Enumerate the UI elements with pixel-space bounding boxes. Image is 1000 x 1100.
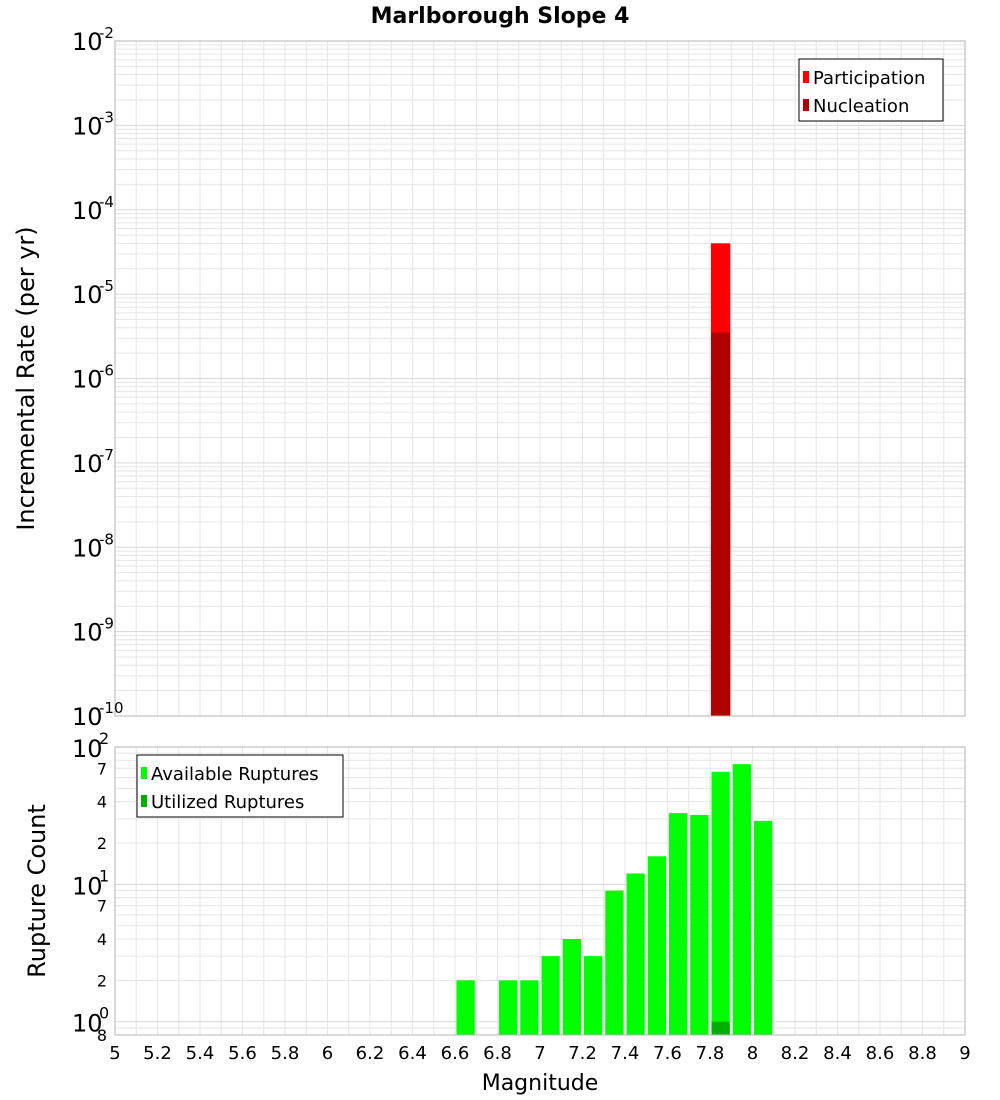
count-y-tick-label: 10 — [72, 872, 103, 900]
x-tick-labels: 5 5.2 5.4 5.6 5.8 6 6.2 6.4 6.6 6.8 7 7.2 7.4 7.6 7.8 8… — [109, 1043, 970, 1064]
rate-y-tick-label: 10 — [72, 197, 103, 225]
rate-y-tick-exponent: -4 — [99, 193, 114, 211]
chart-title: Marlborough Slope 4 — [371, 4, 630, 29]
x-axis-label: Magnitude — [482, 1071, 599, 1096]
rate-legend-swatch — [803, 71, 809, 83]
x-tick-label: 9 — [959, 1043, 970, 1064]
x-tick-label: 6.8 — [483, 1043, 512, 1064]
rate-y-tick-label: 10 — [72, 703, 103, 731]
rate-y-tick-exponent: -7 — [99, 446, 114, 464]
rate-legend-swatch — [803, 99, 809, 111]
count-y-minor-tick-label: 7 — [97, 759, 107, 778]
count-bar-available-ruptures — [456, 980, 475, 1035]
x-tick-label: 5.2 — [143, 1043, 172, 1064]
rate-y-tick-exponent: -2 — [99, 24, 114, 42]
count-bar-available-ruptures — [499, 980, 518, 1035]
count-bar-available-ruptures — [605, 890, 624, 1035]
count-bar-available-ruptures — [520, 980, 539, 1035]
count-bar-available-ruptures — [690, 814, 709, 1035]
count-y-tick-label: 10 — [72, 1010, 103, 1038]
rate-y-tick-label: 10 — [72, 450, 103, 478]
count-bar-available-ruptures — [562, 939, 581, 1035]
count-legend-swatch — [141, 795, 147, 807]
x-tick-label: 8.6 — [866, 1043, 895, 1064]
x-tick-label: 8.4 — [823, 1043, 852, 1064]
count-panel-frame — [114, 746, 966, 1036]
count-legend-label: Utilized Ruptures — [151, 792, 304, 813]
rate-y-tick-label: 10 — [72, 112, 103, 140]
x-tick-label: 5.6 — [228, 1043, 257, 1064]
x-tick-label: 7.4 — [611, 1043, 640, 1064]
rate-y-tick-label: 10 — [72, 281, 103, 309]
rate-legend-box — [798, 58, 944, 122]
rate-legend: Participation Nucleation — [798, 58, 944, 122]
count-bar-available-ruptures — [541, 956, 560, 1035]
count-y-minor-tick-label: 7 — [97, 897, 107, 916]
count-y-minor-tick-label: 8 — [97, 1026, 107, 1045]
rate-y-tick-exponent: -5 — [99, 277, 114, 295]
x-tick-label: 7.6 — [653, 1043, 682, 1064]
rate-y-tick-exponent: -6 — [99, 362, 114, 380]
x-tick-label: 8.8 — [908, 1043, 937, 1064]
x-tick-label: 5 — [109, 1043, 120, 1064]
count-y-tick-exponent: 1 — [99, 866, 109, 885]
x-tick-label: 6 — [322, 1043, 333, 1064]
count-bar-available-ruptures — [626, 873, 645, 1035]
rate-y-tick-exponent: -9 — [99, 615, 114, 633]
count-y-minor-tick-label: 2 — [97, 971, 107, 990]
rate-y-tick-label: 10 — [72, 28, 103, 56]
rate-panel-bars — [711, 243, 731, 717]
count-bar-utilized-ruptures — [711, 1021, 730, 1035]
x-tick-label: 6.4 — [398, 1043, 427, 1064]
rate-y-tick-exponent: -8 — [99, 530, 114, 548]
rate-y-tick-label: 10 — [72, 534, 103, 562]
count-panel-bars — [456, 764, 773, 1035]
count-bar-available-ruptures — [754, 820, 773, 1035]
rate-y-tick-label: 10 — [72, 366, 103, 394]
rate-panel-frame — [114, 40, 966, 717]
rate-panel-grid — [114, 41, 966, 717]
count-y-tick-exponent: 0 — [99, 1004, 109, 1023]
x-tick-label: 8 — [747, 1043, 758, 1064]
x-tick-label: 5.4 — [186, 1043, 215, 1064]
x-tick-label: 7.2 — [568, 1043, 597, 1064]
count-y-minor-tick-label: 2 — [97, 834, 107, 853]
count-legend-swatch — [141, 767, 147, 779]
x-tick-label: 7.8 — [696, 1043, 725, 1064]
count-legend-label: Available Ruptures — [151, 764, 319, 785]
x-tick-label: 5.8 — [271, 1043, 300, 1064]
x-tick-label: 6.6 — [441, 1043, 470, 1064]
rate-y-tick-exponent: -3 — [99, 108, 114, 126]
count-bar-available-ruptures — [669, 813, 688, 1035]
rate-legend-label: Participation — [813, 68, 925, 89]
x-tick-label: 6.2 — [356, 1043, 385, 1064]
count-y-tick-label: 10 — [72, 735, 103, 763]
x-tick-label: 8.2 — [781, 1043, 810, 1064]
count-y-minor-tick-label: 4 — [97, 793, 107, 812]
rate-y-axis-label: Incremental Rate (per yr) — [12, 226, 40, 530]
x-tick-label: 7 — [534, 1043, 545, 1064]
count-legend: Available Ruptures Utilized Ruptures — [136, 754, 344, 818]
rate-bar-nucleation — [711, 332, 731, 716]
count-bar-available-ruptures — [711, 771, 730, 1035]
rate-legend-label: Nucleation — [813, 96, 909, 117]
count-legend-box — [136, 754, 344, 818]
count-y-tick-exponent: 2 — [99, 729, 109, 748]
count-y-minor-tick-label: 4 — [97, 930, 107, 949]
rate-y-tick-label: 10 — [72, 619, 103, 647]
count-bar-available-ruptures — [647, 856, 666, 1035]
count-bar-available-ruptures — [584, 956, 603, 1035]
count-y-axis-label: Rupture Count — [23, 804, 51, 978]
count-bar-available-ruptures — [732, 764, 751, 1035]
rate-y-tick-exponent: -10 — [99, 699, 124, 717]
